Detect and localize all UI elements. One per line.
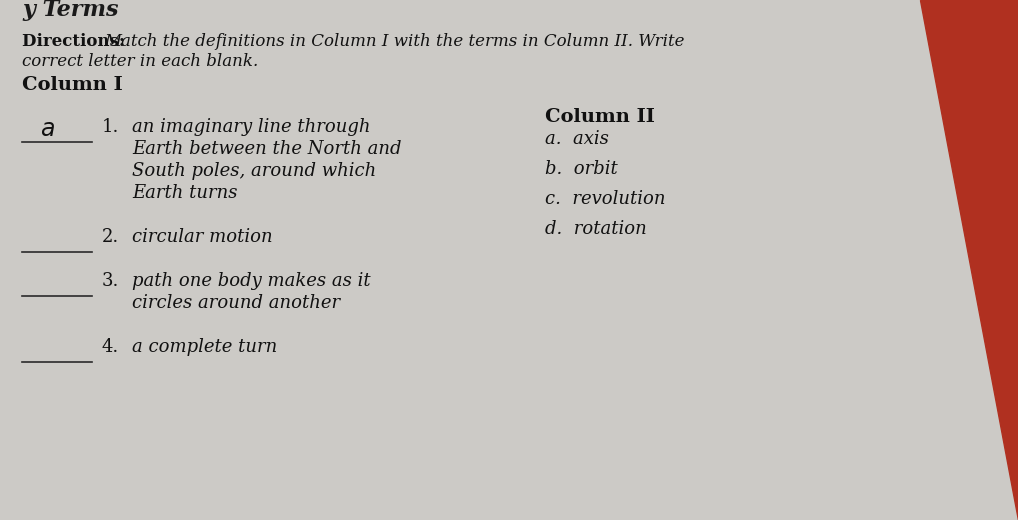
Text: correct letter in each blank.: correct letter in each blank. (22, 53, 259, 70)
Text: 3.: 3. (102, 272, 119, 290)
Text: 1.: 1. (102, 118, 119, 136)
Text: path one body makes as it: path one body makes as it (132, 272, 371, 290)
Text: Column I: Column I (22, 76, 123, 94)
Text: a complete turn: a complete turn (132, 338, 277, 356)
Text: Match the definitions in Column I with the terms in Column II. Write: Match the definitions in Column I with t… (104, 33, 684, 50)
Text: 4.: 4. (102, 338, 119, 356)
Text: 2.: 2. (102, 228, 119, 246)
Text: y Terms: y Terms (22, 0, 118, 21)
Text: South poles, around which: South poles, around which (132, 162, 377, 180)
Text: Earth between the North and: Earth between the North and (132, 140, 401, 158)
Polygon shape (920, 0, 1018, 520)
Text: b.  orbit: b. orbit (545, 160, 618, 178)
Text: c.  revolution: c. revolution (545, 190, 666, 208)
Text: a: a (40, 117, 55, 141)
Text: circular motion: circular motion (132, 228, 273, 246)
Text: Directions:: Directions: (22, 33, 130, 50)
Text: Column II: Column II (545, 108, 655, 126)
Text: d.  rotation: d. rotation (545, 220, 646, 238)
Text: Earth turns: Earth turns (132, 184, 237, 202)
Text: an imaginary line through: an imaginary line through (132, 118, 371, 136)
Text: a.  axis: a. axis (545, 130, 609, 148)
Text: circles around another: circles around another (132, 294, 340, 312)
